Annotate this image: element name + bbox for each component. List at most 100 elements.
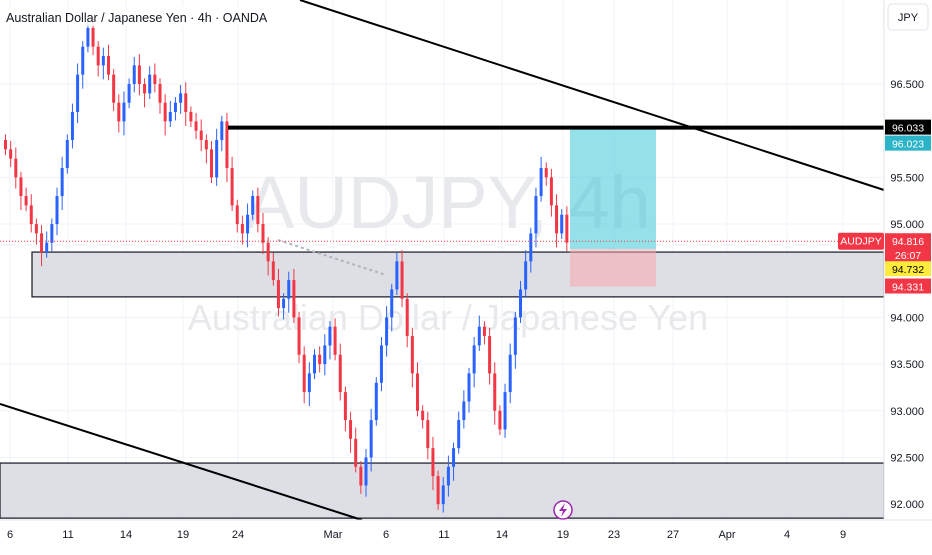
price-tick-label: 93.000: [890, 406, 924, 418]
candle-body: [560, 214, 564, 234]
candle-body: [385, 317, 389, 346]
price-tick-label: 92.500: [890, 452, 924, 464]
candle-body: [86, 28, 90, 47]
price-tick-labels: 96.500 95.500 95.000 94.000 93.500 93.000 92.5…: [890, 79, 924, 511]
candle-body: [436, 476, 440, 505]
time-tick-label: 11: [438, 529, 449, 541]
candle-body: [101, 56, 105, 66]
time-tick-label: 27: [667, 529, 679, 541]
candle-body: [60, 168, 64, 197]
candle-body: [251, 196, 255, 215]
candle-body: [379, 345, 383, 383]
long-position-tool[interactable]: [570, 128, 656, 287]
candle-body: [333, 326, 337, 355]
candle-body: [4, 140, 7, 150]
candle-body: [513, 317, 517, 355]
currency-button[interactable]: JPY: [887, 3, 929, 31]
candle-body: [369, 420, 373, 458]
candle-body: [555, 205, 559, 234]
candle-body: [158, 84, 162, 103]
time-tick-label: Mar: [324, 529, 343, 541]
candle-body: [519, 289, 522, 318]
candle-body: [452, 448, 456, 467]
symbol-tag[interactable]: AUDJPY: [838, 232, 884, 250]
time-axis[interactable]: [0, 520, 932, 550]
demand-zone-upper[interactable]: [31, 251, 885, 298]
time-tick-label: 6: [7, 529, 13, 541]
candle-body: [508, 354, 512, 393]
candle-body: [40, 233, 44, 253]
candle-body: [194, 121, 198, 131]
time-tick-label: Apr: [718, 529, 735, 541]
candle-body: [173, 102, 177, 113]
candle-body: [421, 410, 425, 421]
candle-body: [364, 457, 368, 486]
candle-body: [462, 401, 466, 421]
candle-body: [534, 196, 538, 234]
candle-body: [137, 65, 141, 85]
candle-body: [45, 242, 49, 253]
candles: [4, 16, 569, 513]
candle-body: [441, 485, 445, 505]
candle-body: [477, 326, 481, 346]
candle-body: [117, 102, 121, 122]
candle-body: [24, 196, 28, 206]
candle-body: [240, 224, 244, 234]
price-tick-label: 92.000: [890, 499, 924, 511]
price-label-countdown: 26:07: [895, 250, 921, 262]
candle-body: [179, 93, 183, 103]
time-tick-label: 19: [557, 529, 569, 541]
candle-body: [276, 280, 280, 309]
candle-body: [14, 158, 18, 178]
candle-body: [431, 448, 435, 477]
candle-body: [29, 205, 33, 225]
candle-body: [225, 121, 229, 169]
time-tick-label: 11: [62, 529, 73, 541]
price-tick-label: 94.000: [890, 312, 924, 324]
candle-body: [390, 289, 394, 318]
candle-body: [457, 420, 461, 449]
event-flash-icon[interactable]: [553, 500, 573, 520]
candle-body: [215, 140, 219, 178]
price-axis-labels: 96.033 96.023 94.816 26:07 94.732 94.331: [885, 119, 931, 294]
candle-body: [503, 392, 507, 430]
candle-body: [168, 112, 172, 122]
candle-body: [302, 354, 306, 393]
candle-body: [112, 74, 116, 103]
dotted-connector-line[interactable]: [277, 239, 387, 276]
price-label-resistance-bg: [885, 119, 931, 135]
price-label-entry-bg: [885, 261, 931, 277]
candle-body: [349, 420, 353, 439]
candle-body: [416, 373, 419, 411]
time-tick-label: 6: [383, 529, 389, 541]
candle-body: [230, 168, 234, 206]
position-stop-box[interactable]: [570, 249, 656, 287]
price-label-last-price-bg: [885, 233, 931, 249]
price-tick-label: 96.500: [890, 79, 924, 91]
candle-body: [107, 56, 110, 75]
time-tick-label: 9: [840, 529, 846, 541]
time-tick-label: 19: [177, 529, 189, 541]
price-label-countdown-bg: [885, 247, 931, 263]
candle-body: [297, 317, 301, 355]
price-label-target: 96.023: [892, 139, 924, 151]
descending-trendline-upper[interactable]: [299, 0, 885, 191]
candle-body: [153, 74, 157, 85]
candle-body: [467, 373, 471, 402]
candle-body: [410, 336, 414, 374]
position-target-box[interactable]: [570, 128, 656, 250]
descending-trendline-lower[interactable]: [0, 403, 363, 521]
candle-body: [524, 261, 528, 290]
candle-body: [199, 130, 203, 141]
candle-body: [446, 466, 450, 486]
candle-body: [323, 345, 327, 365]
candle-body: [565, 214, 569, 243]
candle-body: [143, 84, 147, 94]
candle-body: [34, 224, 38, 234]
price-tick-label: 95.000: [890, 219, 924, 231]
candle-body: [76, 74, 80, 113]
candle-body: [81, 46, 85, 75]
candle-body: [395, 261, 399, 290]
